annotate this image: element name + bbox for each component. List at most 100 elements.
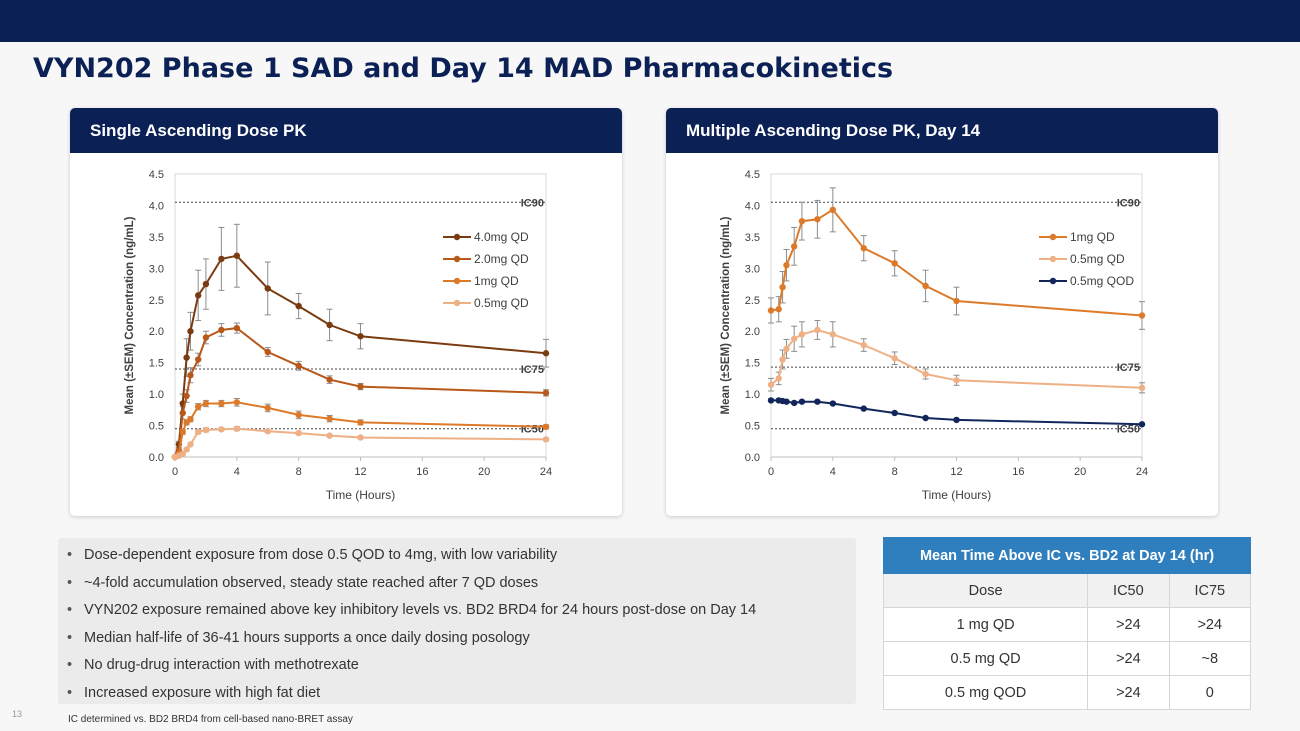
table-cell: ~8 bbox=[1168, 641, 1252, 676]
data-point bbox=[775, 375, 782, 382]
data-point bbox=[767, 397, 775, 404]
x-tick-label: 8 bbox=[892, 466, 898, 478]
legend-marker bbox=[1049, 255, 1057, 263]
data-point bbox=[326, 376, 333, 383]
data-point bbox=[233, 324, 241, 332]
data-point bbox=[860, 341, 867, 349]
data-point bbox=[183, 392, 190, 400]
data-point bbox=[1138, 312, 1146, 319]
data-point bbox=[542, 423, 550, 431]
x-tick-label: 8 bbox=[296, 466, 302, 478]
x-tick-label: 4 bbox=[830, 466, 836, 478]
y-tick-label: 2.5 bbox=[745, 295, 760, 307]
x-tick-label: 20 bbox=[478, 466, 490, 478]
sad-pk-chart: 0.0 0.5 1.0 1.5 2.0 2.5 3.0 3.5 4.0 4.5 0 4 8 12 16 20 2… bbox=[124, 169, 552, 502]
mad-pk-chart: 0.0 0.5 1.0 1.5 2.0 2.5 3.0 3.5 4.0 4.5 0 4 8 12 16 20 2… bbox=[720, 169, 1148, 502]
table-cell: 1 mg QD bbox=[882, 607, 1089, 642]
data-point bbox=[1138, 421, 1146, 428]
y-tick-label: 4.5 bbox=[149, 169, 164, 181]
legend-marker bbox=[453, 299, 461, 307]
data-point bbox=[891, 355, 898, 362]
data-point bbox=[357, 434, 364, 441]
x-tick-label: 16 bbox=[1012, 466, 1024, 478]
data-point bbox=[922, 370, 929, 378]
data-point bbox=[542, 350, 550, 357]
y-tick-label: 1.0 bbox=[745, 389, 760, 401]
data-point bbox=[202, 334, 210, 341]
data-point bbox=[891, 409, 898, 417]
data-point bbox=[194, 403, 202, 410]
y-tick-label: 0.0 bbox=[745, 452, 760, 464]
y-tick-label: 3.5 bbox=[149, 232, 164, 244]
reference-line-label: IC75 bbox=[521, 364, 544, 376]
data-point bbox=[953, 377, 960, 384]
data-point bbox=[233, 252, 241, 259]
x-tick-label: 4 bbox=[234, 466, 240, 478]
legend-marker bbox=[453, 255, 461, 263]
table-cell: 0.5 mg QD bbox=[882, 641, 1089, 676]
mad-pk-panel: Multiple Ascending Dose PK, Day 14 0.0 0.… bbox=[666, 108, 1218, 516]
data-point bbox=[187, 328, 194, 335]
x-tick-label: 24 bbox=[1136, 466, 1148, 478]
data-point bbox=[357, 333, 364, 340]
data-point bbox=[295, 429, 302, 437]
data-point bbox=[779, 284, 786, 291]
y-tick-label: 4.0 bbox=[149, 200, 164, 212]
data-point bbox=[779, 356, 786, 363]
reference-line-label: IC90 bbox=[521, 197, 544, 209]
data-point bbox=[202, 400, 210, 407]
table-cell: >24 bbox=[1168, 607, 1252, 642]
data-point bbox=[179, 409, 186, 417]
x-axis-title: Time (Hours) bbox=[922, 488, 992, 502]
table-header-row: Dose IC50 IC75 bbox=[882, 573, 1252, 608]
data-point bbox=[218, 326, 225, 334]
y-tick-label: 1.0 bbox=[149, 389, 164, 401]
y-tick-label: 3.0 bbox=[149, 263, 164, 275]
table-cell: 0 bbox=[1168, 675, 1252, 710]
data-point bbox=[218, 255, 225, 263]
x-tick-label: 12 bbox=[950, 466, 962, 478]
page-title: VYN202 Phase 1 SAD and Day 14 MAD Pharma… bbox=[33, 53, 894, 84]
data-point bbox=[326, 321, 333, 329]
data-point bbox=[183, 354, 190, 361]
data-point bbox=[953, 297, 960, 305]
reference-line-label: IC90 bbox=[1117, 197, 1140, 209]
reference-line-label: IC50 bbox=[1117, 424, 1140, 436]
key-findings-box: Dose-dependent exposure from dose 0.5 QO… bbox=[58, 538, 856, 707]
finding-bullet: Median half-life of 36-41 hours supports… bbox=[67, 625, 856, 653]
x-tick-label: 24 bbox=[540, 466, 552, 478]
legend-label: 0.5mg QD bbox=[1070, 252, 1125, 266]
data-point bbox=[179, 428, 186, 436]
data-point bbox=[202, 280, 210, 288]
data-point bbox=[264, 348, 271, 356]
finding-bullet: Dose-dependent exposure from dose 0.5 QO… bbox=[67, 542, 856, 570]
data-point bbox=[922, 414, 929, 422]
time-above-ic-table: Mean Time Above IC vs. BD2 at Day 14 (hr… bbox=[882, 537, 1252, 710]
plot-area bbox=[770, 173, 1143, 458]
data-point bbox=[783, 398, 790, 405]
data-point bbox=[783, 345, 790, 353]
legend-label: 1mg QD bbox=[1070, 230, 1115, 244]
data-point bbox=[798, 398, 806, 405]
data-point bbox=[829, 206, 837, 214]
data-point bbox=[264, 285, 271, 292]
sad-pk-panel: Single Ascending Dose PK 0.0 0.5 1.0 1.5 2.0… bbox=[70, 108, 622, 516]
data-point bbox=[829, 331, 837, 338]
data-point bbox=[357, 383, 364, 390]
column-header-dose: Dose bbox=[882, 573, 1089, 608]
top-banner bbox=[0, 0, 1300, 42]
mad-panel-title: Multiple Ascending Dose PK, Day 14 bbox=[666, 108, 1218, 153]
series-line bbox=[174, 427, 547, 458]
data-point bbox=[1138, 384, 1146, 392]
y-tick-label: 2.5 bbox=[149, 295, 164, 307]
x-tick-label: 16 bbox=[416, 466, 428, 478]
y-tick-label: 1.5 bbox=[149, 358, 164, 370]
data-point bbox=[798, 331, 806, 338]
y-tick-label: 0.5 bbox=[745, 421, 760, 433]
data-point bbox=[264, 404, 271, 412]
x-axis-title: Time (Hours) bbox=[326, 488, 396, 502]
data-point bbox=[922, 282, 929, 290]
y-tick-label: 0.5 bbox=[149, 421, 164, 433]
data-point bbox=[187, 441, 194, 448]
y-tick-label: 1.5 bbox=[745, 358, 760, 370]
